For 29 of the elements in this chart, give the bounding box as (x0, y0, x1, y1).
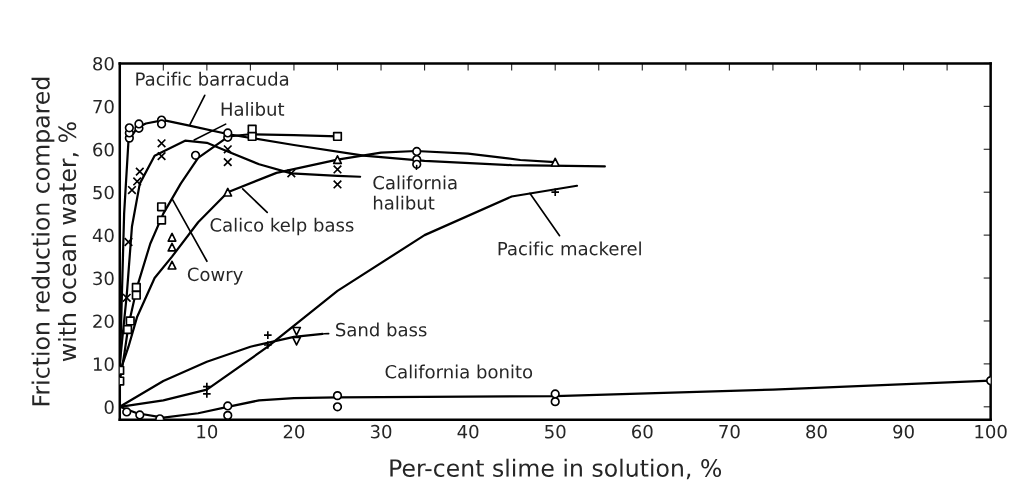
x-tick-label: 70 (719, 424, 740, 439)
annotation: Sand bass (336, 322, 427, 337)
annotation: Pacific barracuda (136, 71, 289, 86)
y-tick-label: 40 (92, 228, 114, 243)
x-tick-label: 100 (975, 424, 1007, 439)
x-axis-title: Per-cent slime in solution, % (390, 458, 722, 480)
annotation: Calico kelp bass (210, 217, 354, 236)
annotation: California halibut (373, 175, 457, 210)
y-tick-label: 60 (93, 142, 114, 157)
x-tick-label: 20 (283, 424, 305, 439)
x-tick-label: 30 (370, 424, 392, 439)
x-tick-label: 60 (632, 424, 653, 439)
x-tick-label: 40 (457, 424, 479, 439)
x-tick-label: 10 (197, 424, 218, 439)
x-tick-label: 80 (806, 424, 827, 439)
annotation: Halibut (221, 101, 285, 116)
y-tick-label: 20 (93, 314, 114, 329)
y-tick-label: 30 (93, 271, 114, 286)
x-tick-label: 50 (545, 424, 566, 439)
annotation: Pacific mackerel (498, 241, 641, 256)
y-tick-label: 50 (93, 185, 114, 200)
annotation: Cowry (187, 267, 243, 285)
y-tick-label: 10 (93, 357, 114, 371)
annotation: California bonito (385, 364, 533, 379)
y-tick-label: 80 (93, 56, 114, 71)
y-axis-title: Friction reduction compared with ocean water, % (31, 77, 79, 406)
x-tick-label: 90 (893, 424, 914, 439)
y-tick-label: 70 (93, 99, 114, 114)
y-tick-label: 0 (104, 400, 114, 414)
